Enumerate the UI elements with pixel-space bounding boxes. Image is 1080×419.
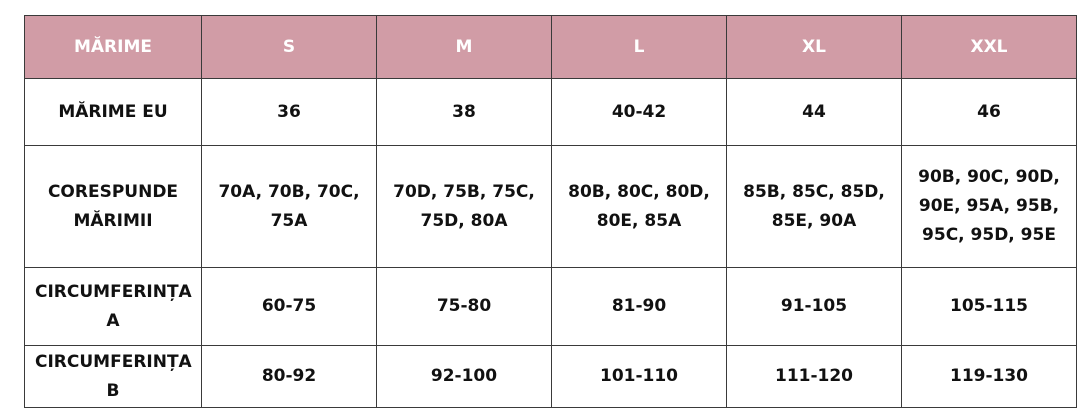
row-label: CORESPUNDE MĂRIMII	[24, 145, 202, 268]
table-row: CORESPUNDE MĂRIMII 70A, 70B, 70C, 75A 70D,…	[24, 145, 1077, 268]
table-cell: 70A, 70B, 70C, 75A	[201, 145, 377, 268]
table-cell: 80B, 80C, 80D, 80E, 85A	[551, 145, 727, 268]
header-cell: M	[376, 15, 552, 79]
table-cell: 90B, 90C, 90D, 90E, 95A, 95B, 95C, 95D, …	[901, 145, 1077, 268]
table-cell: 70D, 75B, 75C, 75D, 80A	[376, 145, 552, 268]
table-cell: 44	[726, 78, 902, 146]
table-cell: 119-130	[901, 345, 1077, 408]
table-cell: 111-120	[726, 345, 902, 408]
table-cell: 85B, 85C, 85D, 85E, 90A	[726, 145, 902, 268]
header-cell: S	[201, 15, 377, 79]
table-cell: 75-80	[376, 267, 552, 346]
size-table-container: MĂRIME S M L XL XXL MĂRIME EU 36 38 40-42 44 46 COR…	[24, 15, 1077, 408]
table-cell: 101-110	[551, 345, 727, 408]
table-row: MĂRIME EU 36 38 40-42 44 46	[24, 78, 1077, 146]
table-body: MĂRIME EU 36 38 40-42 44 46 CORESPUNDE MĂRIMII…	[24, 78, 1077, 408]
table-cell: 81-90	[551, 267, 727, 346]
header-cell: XXL	[901, 15, 1077, 79]
row-label: MĂRIME EU	[24, 78, 202, 146]
row-label: CIRCUMFERINȚA B	[24, 345, 202, 408]
table-row: CIRCUMFERINȚA A 60-75 75-80 81-90 91-105 105-…	[24, 267, 1077, 346]
table-cell: 40-42	[551, 78, 727, 146]
header-cell: L	[551, 15, 727, 79]
table-cell: 36	[201, 78, 377, 146]
row-label: CIRCUMFERINȚA A	[24, 267, 202, 346]
table-cell: 92-100	[376, 345, 552, 408]
table-cell: 91-105	[726, 267, 902, 346]
header-row: MĂRIME S M L XL XXL	[24, 15, 1077, 79]
table-cell: 80-92	[201, 345, 377, 408]
header-cell: XL	[726, 15, 902, 79]
size-table: MĂRIME S M L XL XXL MĂRIME EU 36 38 40-42 44 46 COR…	[24, 15, 1077, 408]
table-cell: 46	[901, 78, 1077, 146]
table-cell: 60-75	[201, 267, 377, 346]
table-cell: 105-115	[901, 267, 1077, 346]
header-cell: MĂRIME	[24, 15, 202, 79]
table-cell: 38	[376, 78, 552, 146]
table-row: CIRCUMFERINȚA B 80-92 92-100 101-110 111-120…	[24, 345, 1077, 408]
